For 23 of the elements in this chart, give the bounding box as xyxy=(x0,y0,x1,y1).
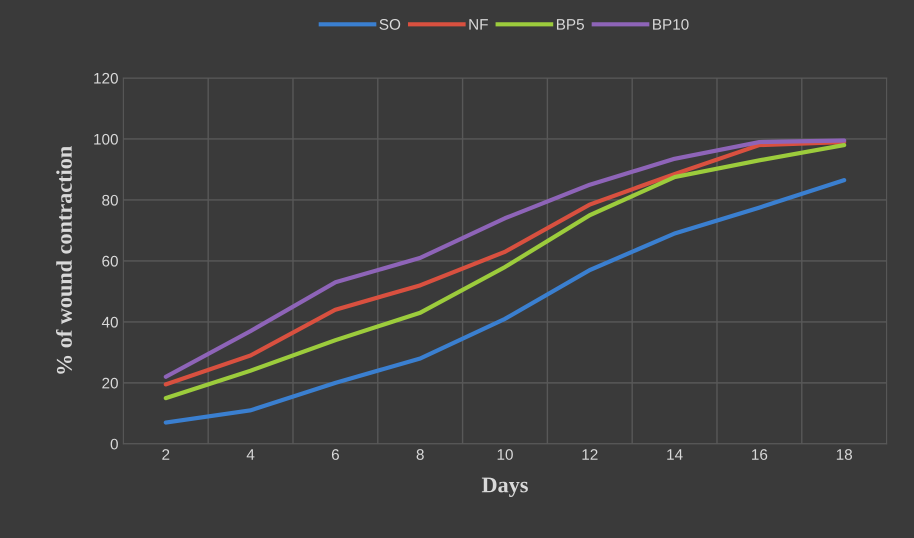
y-tick-label: 60 xyxy=(102,256,118,267)
x-axis-title: Days xyxy=(482,478,528,497)
y-tick-label: 40 xyxy=(102,316,118,328)
x-tick-label: 14 xyxy=(667,449,683,460)
legend-label: BP10 xyxy=(653,18,689,30)
legend-label: SO xyxy=(380,18,400,30)
x-tick-label: 8 xyxy=(416,449,424,460)
x-tick-label: 18 xyxy=(836,449,852,460)
y-tick-label: 120 xyxy=(94,72,118,84)
line-series xyxy=(164,178,846,425)
x-tick-label: 12 xyxy=(582,449,598,460)
y-tick-label: 80 xyxy=(102,194,118,206)
legend-label: BP5 xyxy=(556,19,584,30)
y-tick-label: 0 xyxy=(110,438,118,450)
x-tick-label: 2 xyxy=(162,449,170,460)
legend-label: NF xyxy=(469,19,488,30)
x-tick-label: 16 xyxy=(752,449,768,460)
x-tick-label: 10 xyxy=(498,449,513,460)
y-axis-title: % of wound contraction xyxy=(56,146,72,374)
y-tick-label: 100 xyxy=(94,134,118,145)
x-tick-label: 6 xyxy=(332,449,339,460)
x-tick-label: 4 xyxy=(246,449,254,460)
y-tick-label: 20 xyxy=(102,378,118,389)
